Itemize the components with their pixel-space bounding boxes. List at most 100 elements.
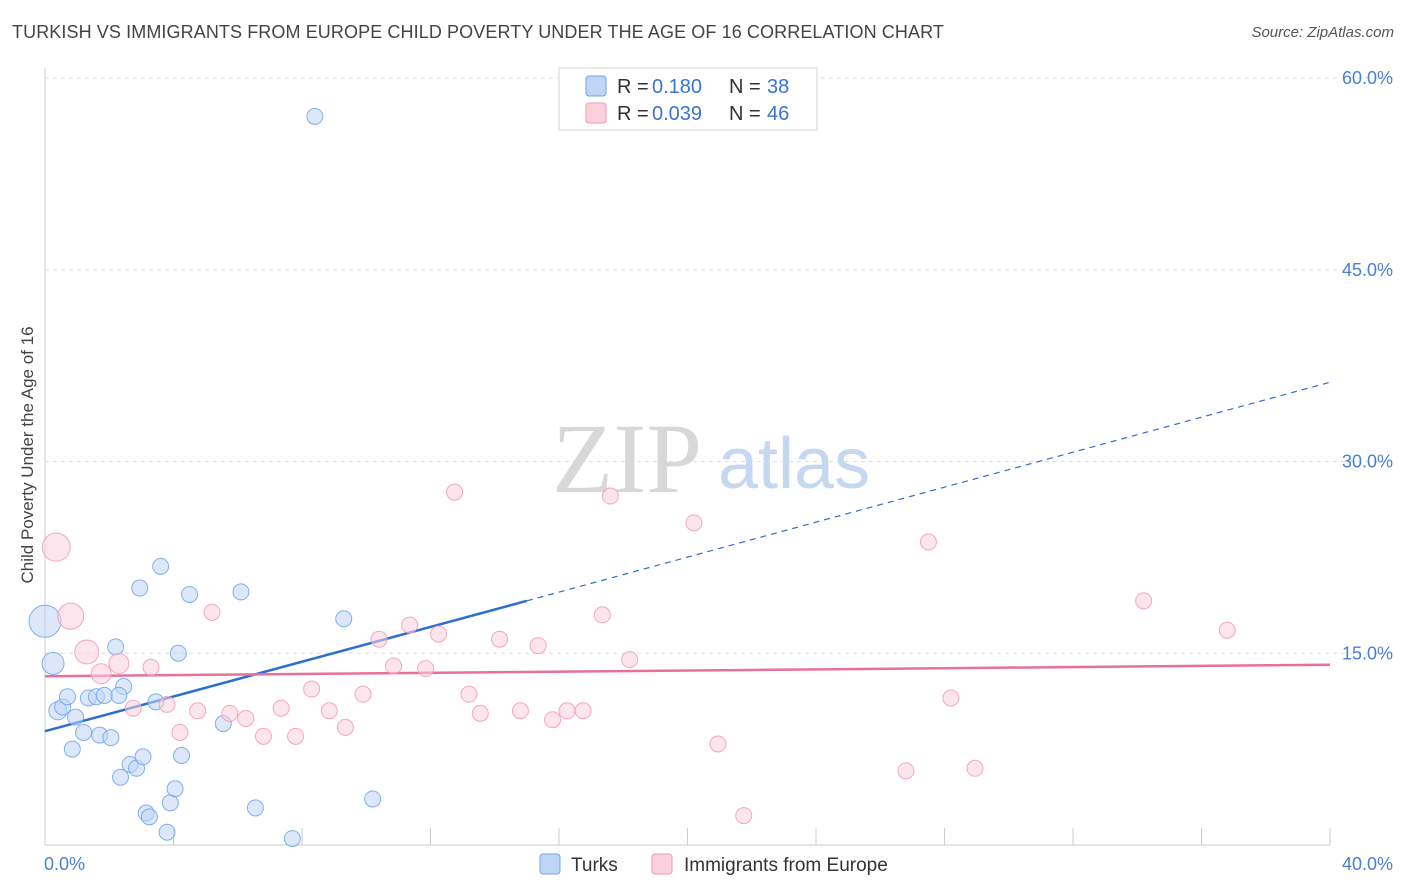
- turks-point-12: [102, 729, 120, 747]
- turks-point-13: [107, 638, 125, 656]
- turks-point-19: [134, 748, 152, 766]
- turks-n-value: 38: [767, 76, 789, 98]
- europe-point-29: [511, 702, 529, 720]
- europe-point-28: [491, 630, 509, 648]
- europe-point-23: [417, 660, 435, 678]
- europe-point-24: [430, 625, 448, 643]
- europe-point-15: [287, 727, 305, 745]
- europe-point-26: [460, 685, 478, 703]
- europe-point-34: [593, 606, 611, 624]
- turks-point-29: [181, 585, 199, 603]
- europe-point-7: [158, 695, 176, 713]
- watermark-atlas: atlas: [718, 424, 870, 504]
- y-tick-label-0: 15.0%: [1342, 643, 1393, 663]
- turks-trend-extension: [526, 381, 1331, 602]
- europe-point-8: [171, 724, 189, 742]
- turks-point-18: [131, 579, 149, 597]
- turks-r-value: 0.180: [652, 76, 702, 98]
- turks-r-label: R =: [617, 76, 649, 98]
- europe-point-44: [1135, 592, 1153, 610]
- europe-point-17: [320, 702, 338, 720]
- europe-r-label: R =: [617, 103, 649, 125]
- turks-legend-swatch: [585, 75, 607, 97]
- turks-point-1: [41, 651, 65, 675]
- turks-point-11: [95, 686, 113, 704]
- y-tick-label-3: 60.0%: [1342, 68, 1393, 88]
- europe-point-41: [919, 533, 937, 551]
- europe-point-0: [41, 532, 71, 562]
- europe-point-31: [544, 711, 562, 729]
- europe-point-14: [272, 699, 290, 717]
- turks-point-34: [306, 107, 324, 125]
- europe-point-27: [471, 704, 489, 722]
- turks-point-14: [111, 768, 129, 786]
- europe-series-swatch: [651, 853, 673, 875]
- x-tick-label-max: 40.0%: [1342, 854, 1393, 874]
- stats-legend: R = 0.180 N = 38 R = 0.039 N = 46: [558, 67, 818, 131]
- europe-point-43: [966, 759, 984, 777]
- europe-n-label: N =: [729, 103, 761, 125]
- turks-point-26: [166, 780, 184, 798]
- turks-n-label: N =: [729, 76, 761, 98]
- europe-point-6: [142, 658, 160, 676]
- turks-point-36: [364, 790, 382, 808]
- europe-n-value: 46: [767, 103, 789, 125]
- europe-point-21: [385, 657, 403, 675]
- grid-lines: [45, 77, 1395, 654]
- tick-labels: 15.0% 30.0% 45.0% 60.0% 0.0% 40.0%: [44, 68, 1393, 874]
- series-legend: Turks Immigrants from Europe: [539, 853, 888, 876]
- europe-trend-line: [44, 663, 1331, 678]
- y-tick-label-1: 30.0%: [1342, 452, 1393, 472]
- europe-point-42: [942, 689, 960, 707]
- turks-point-31: [232, 583, 250, 601]
- europe-legend-swatch: [585, 102, 607, 124]
- turks-point-0: [28, 604, 62, 638]
- europe-point-4: [108, 652, 130, 674]
- europe-point-37: [685, 514, 703, 532]
- x-tick-label-min: 0.0%: [44, 854, 85, 874]
- europe-point-19: [354, 685, 372, 703]
- y-tick-label-2: 45.0%: [1342, 260, 1393, 280]
- turks-point-21: [140, 808, 158, 826]
- europe-series-label: Immigrants from Europe: [684, 855, 888, 876]
- europe-point-25: [446, 483, 464, 501]
- axes: [44, 68, 1331, 846]
- chart-title: TURKISH VS IMMIGRANTS FROM EUROPE CHILD …: [12, 22, 944, 42]
- turks-point-28: [173, 747, 191, 765]
- turks-point-27: [169, 644, 187, 662]
- europe-point-11: [221, 704, 239, 722]
- turks-point-4: [58, 688, 76, 706]
- europe-point-33: [574, 702, 592, 720]
- europe-r-value: 0.039: [652, 103, 702, 125]
- source-label: Source: ZipAtlas.com: [1251, 24, 1394, 41]
- europe-point-38: [709, 735, 727, 753]
- turks-point-5: [63, 740, 81, 758]
- europe-point-20: [370, 630, 388, 648]
- europe-point-36: [621, 651, 639, 669]
- turks-point-7: [75, 724, 93, 742]
- turks-point-23: [152, 557, 170, 575]
- europe-point-2: [74, 639, 100, 665]
- data-points: [28, 107, 1236, 848]
- europe-point-3: [90, 663, 112, 685]
- europe-point-12: [237, 709, 255, 727]
- turks-point-32: [246, 799, 264, 817]
- turks-series-swatch: [539, 853, 561, 875]
- europe-point-10: [203, 603, 221, 621]
- europe-point-40: [897, 762, 915, 780]
- europe-point-30: [529, 637, 547, 655]
- europe-point-32: [558, 702, 576, 720]
- turks-point-33: [283, 830, 301, 848]
- europe-point-5: [124, 699, 142, 717]
- turks-point-35: [335, 610, 353, 628]
- europe-point-39: [735, 807, 753, 825]
- europe-point-13: [254, 727, 272, 745]
- turks-point-6: [67, 708, 85, 726]
- europe-point-16: [303, 680, 321, 698]
- europe-point-9: [189, 702, 207, 720]
- europe-point-22: [401, 616, 419, 634]
- europe-point-45: [1218, 621, 1236, 639]
- turks-series-label: Turks: [571, 855, 618, 876]
- turks-point-37: [110, 686, 128, 704]
